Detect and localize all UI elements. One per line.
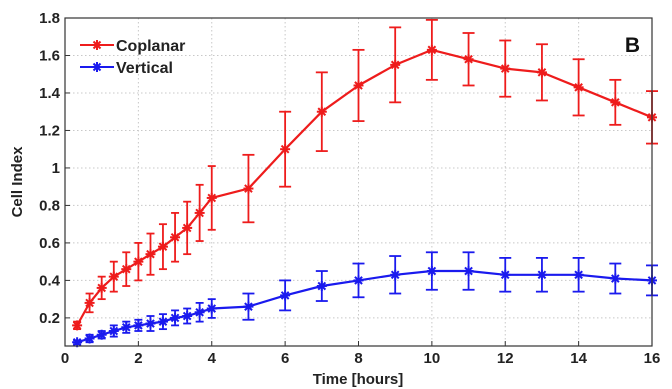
point-vertical [243,301,254,312]
point-coplanar [72,320,83,331]
point-vertical [121,322,132,333]
point-coplanar [170,232,181,243]
point-vertical [280,290,291,301]
point-vertical [536,269,547,280]
point-coplanar [280,144,291,155]
y-tick-label: 1 [52,160,60,177]
point-vertical [426,266,437,277]
x-tick-label: 16 [644,350,661,367]
legend-label-vertical: Vertical [116,60,173,77]
point-coplanar [206,192,217,203]
y-tick-label: 1.2 [39,122,60,139]
point-coplanar [573,82,584,93]
point-coplanar [353,80,364,91]
point-coplanar [500,63,511,74]
point-coplanar [84,297,95,308]
point-coplanar [182,222,193,233]
point-vertical [194,307,205,318]
x-tick-label: 2 [134,350,142,367]
point-vertical [390,269,401,280]
x-tick-label: 14 [570,350,587,367]
x-tick-label: 8 [354,350,362,367]
point-vertical [182,311,193,322]
y-axis-label: Cell Index [9,146,26,218]
point-coplanar [463,54,474,65]
x-tick-label: 12 [497,350,514,367]
x-tick-label: 10 [424,350,441,367]
legend-marker-coplanar [92,40,102,50]
x-axis-label: Time [hours] [313,371,404,388]
series-vertical [72,251,658,348]
legend: Coplanar Vertical [80,38,185,77]
point-coplanar [316,106,327,117]
y-tick-label: 1.6 [39,47,60,64]
legend-label-coplanar: Coplanar [116,38,185,55]
x-tick-label: 6 [281,350,289,367]
point-vertical [206,303,217,314]
y-tick-label: 1.8 [39,10,60,27]
point-coplanar [243,183,254,194]
point-coplanar [96,282,107,293]
x-tick-label: 0 [61,350,69,367]
point-vertical [157,316,168,327]
point-coplanar [108,271,119,282]
point-vertical [96,329,107,340]
point-vertical [353,275,364,286]
point-coplanar [390,59,401,70]
y-tick-label: 1.4 [39,85,61,102]
point-coplanar [194,207,205,218]
point-vertical [133,320,144,331]
point-vertical [610,273,621,284]
point-vertical [316,281,327,292]
x-tick-label: 4 [208,350,217,367]
point-coplanar [426,44,437,55]
y-tick-label: 0.4 [39,272,61,289]
point-vertical [463,266,474,277]
point-vertical [84,333,95,344]
point-coplanar [121,264,132,275]
point-coplanar [536,67,547,78]
point-vertical [500,269,511,280]
point-vertical [145,318,156,329]
point-coplanar [145,249,156,260]
panel-label: B [625,34,640,57]
point-vertical [170,312,181,323]
point-coplanar [133,256,144,267]
point-vertical [573,269,584,280]
point-coplanar [610,97,621,108]
y-tick-label: 0.2 [39,310,60,327]
point-vertical [108,326,119,337]
y-tick-label: 0.6 [39,235,60,252]
point-coplanar [157,241,168,252]
y-tick-label: 0.8 [39,197,60,214]
ticks: 0 2 4 6 8 10 12 14 16 0.2 0.4 0.6 0.8 1 1.2 1.4 1.6 1.8 [39,10,660,367]
legend-marker-vertical [92,62,102,72]
